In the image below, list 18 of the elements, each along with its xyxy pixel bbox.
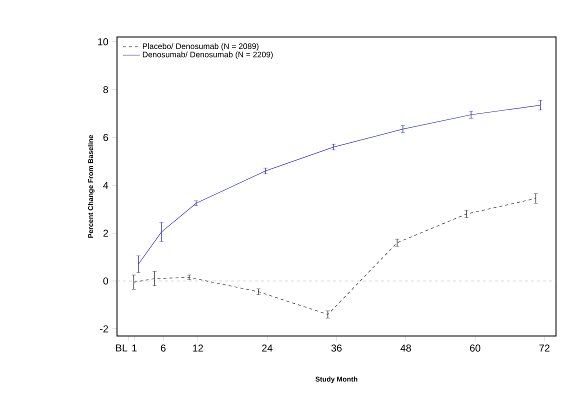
x-tick-label: 48 <box>400 344 411 352</box>
x-tick-label: 72 <box>539 344 550 352</box>
y-tick-label: 6 <box>103 134 108 141</box>
x-tick-label: 60 <box>470 344 480 352</box>
y-tick-label: 0 <box>103 277 108 285</box>
legend-label: Placebo/ Denosumab (N = 2089) <box>142 43 258 51</box>
y-tick-label: 4 <box>103 182 108 189</box>
x-tick-label: 6 <box>160 344 166 352</box>
y-tick-label: -2 <box>100 325 108 332</box>
x-tick-label: 36 <box>331 344 342 352</box>
x-tick-label: BL <box>116 344 128 352</box>
x-tick-label: 12 <box>193 344 203 352</box>
legend-label: Denosumab/ Denosumab (N = 2209) <box>142 51 273 59</box>
y-tick-label: 2 <box>103 230 108 237</box>
y-tick-label: 8 <box>103 86 108 94</box>
x-tick-label: 1 <box>132 344 137 352</box>
x-tick-label: 24 <box>262 344 272 352</box>
y-tick-label: 10 <box>98 38 108 46</box>
